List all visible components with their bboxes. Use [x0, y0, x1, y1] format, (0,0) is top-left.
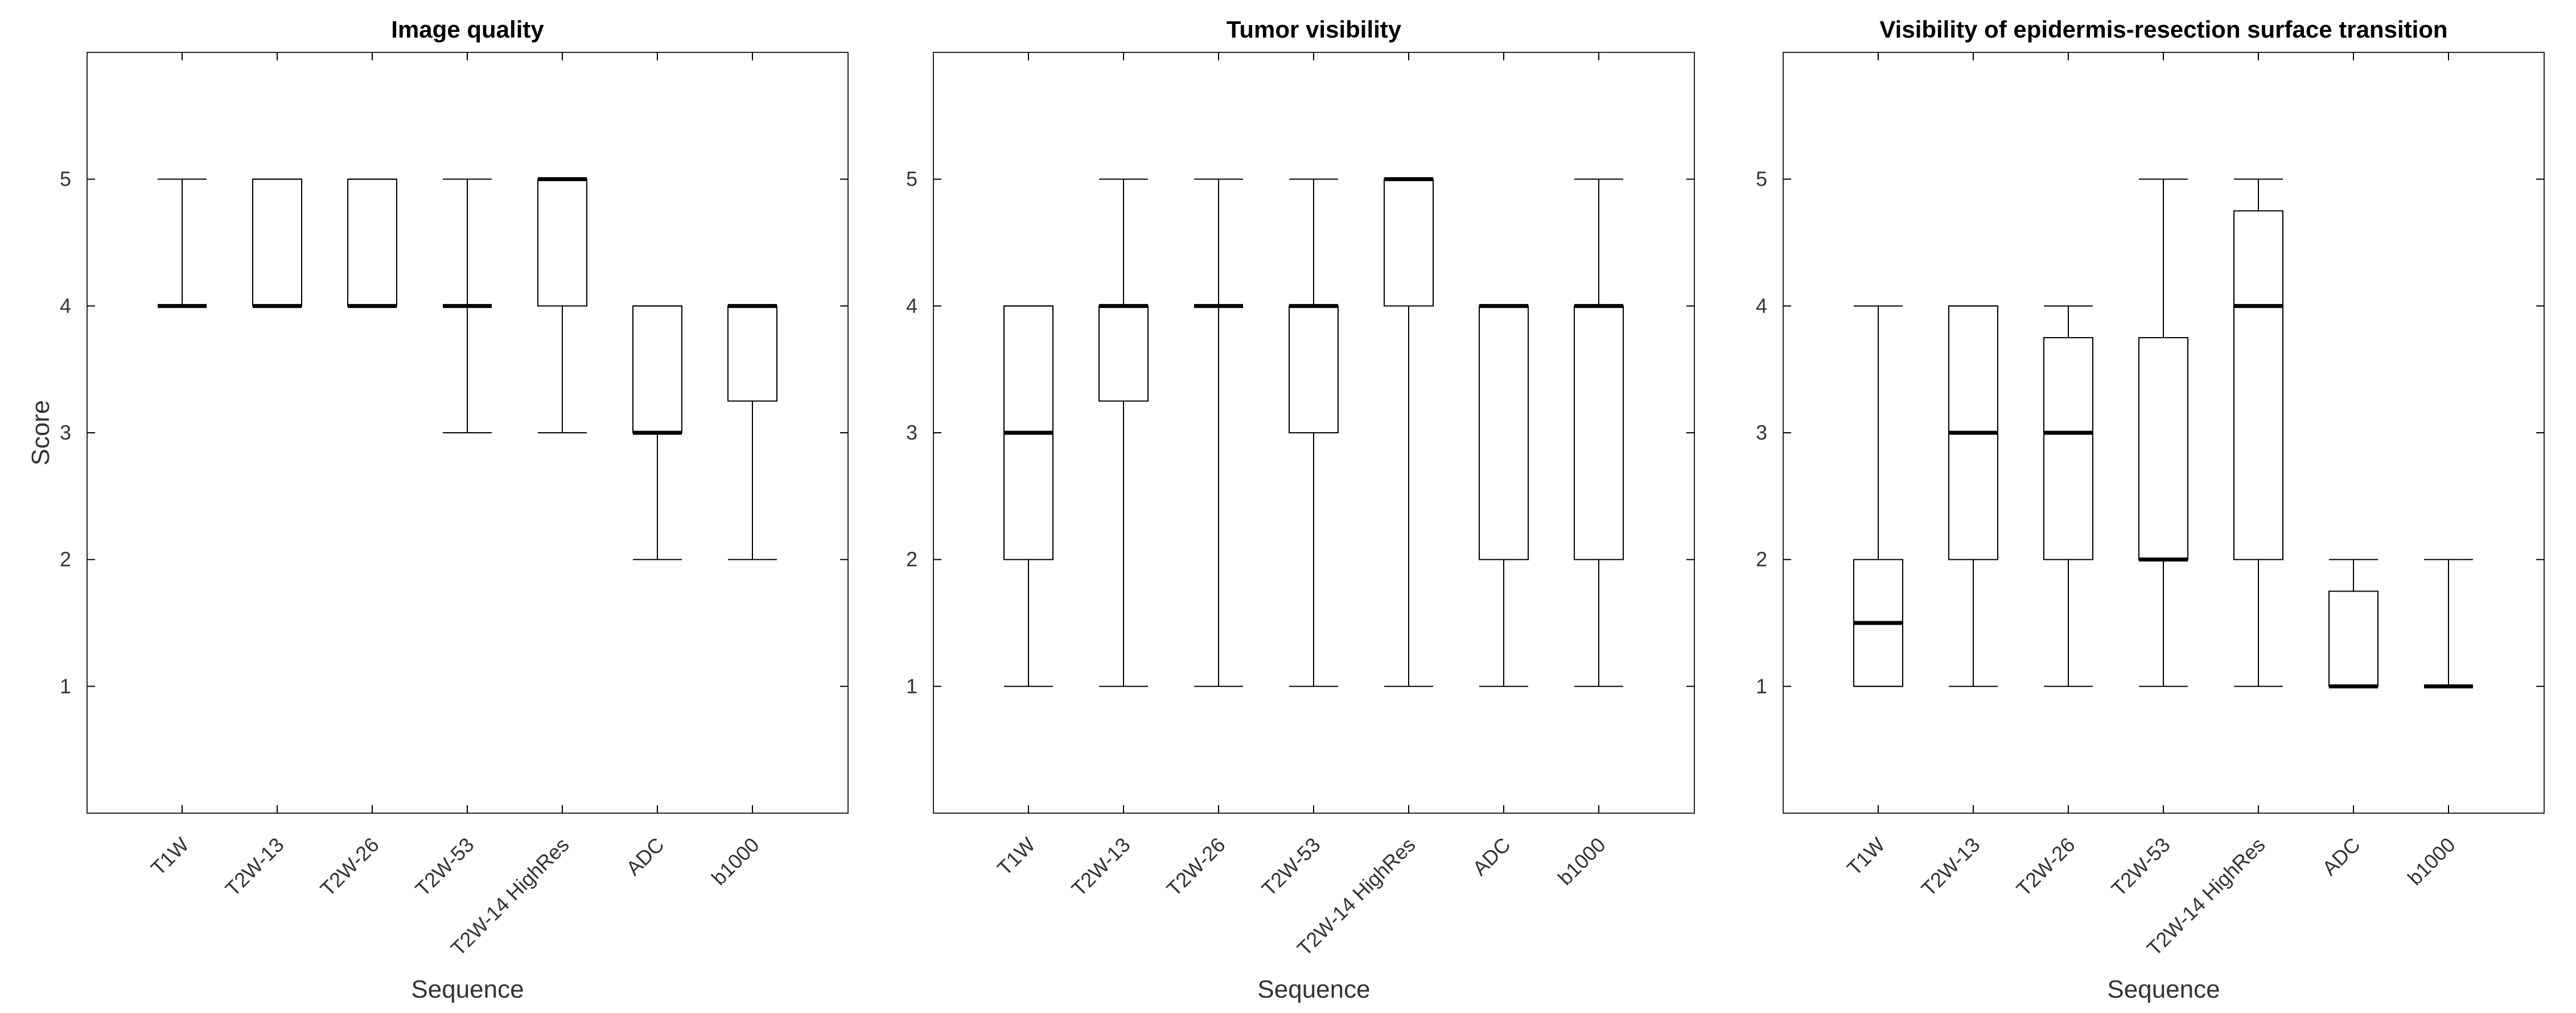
y-tick-label: 4: [1756, 294, 1767, 317]
panel-title: Visibility of epidermis-resection surfac…: [1879, 16, 2447, 43]
x-axis-label: Sequence: [411, 975, 524, 1003]
y-tick-label: 5: [1756, 167, 1767, 191]
x-tick-label: T2W-13: [1067, 833, 1135, 901]
x-tick-label: T1W: [993, 833, 1040, 880]
x-tick-label: T2W-53: [1257, 833, 1325, 901]
interquartile-box: [252, 178, 302, 307]
interquartile-box: [1098, 305, 1149, 402]
interquartile-box: [2233, 210, 2283, 560]
x-tick-label: T1W: [146, 833, 194, 880]
box-5: [2233, 178, 2283, 687]
box-1: [158, 178, 207, 308]
x-tick-label: b1000: [707, 833, 764, 890]
box-4: [2138, 178, 2188, 687]
y-tick-label: 1: [1756, 674, 1767, 698]
box-3: [347, 178, 397, 308]
y-tick-label: 1: [60, 674, 71, 698]
box-7: [2424, 559, 2473, 688]
axes-frame: [1783, 52, 2545, 814]
y-tick-label: 2: [1756, 548, 1767, 571]
box-4: [443, 178, 492, 433]
boxplot-panel-1: Image quality 1 2 3 4 5 Score Sequence T1W T2W-13…: [27, 16, 849, 1003]
x-axis-label: Sequence: [1257, 975, 1370, 1003]
box-2: [252, 178, 302, 308]
box-7: [727, 304, 777, 560]
x-tick-label: ADC: [622, 833, 669, 880]
box-4: [1289, 178, 1339, 687]
x-axis-label: Sequence: [2107, 975, 2220, 1003]
y-tick-label: 3: [60, 421, 71, 444]
box-6: [1479, 304, 1529, 687]
y-tick-label: 5: [60, 167, 71, 191]
y-axis-label: Score: [27, 400, 55, 466]
x-tick-label: b1000: [2403, 833, 2460, 890]
interquartile-box: [1289, 305, 1339, 433]
x-tick-label: b1000: [1553, 833, 1610, 890]
y-tick-label: 1: [906, 674, 917, 698]
panel-title: Tumor visibility: [1227, 16, 1402, 43]
box-7: [1574, 178, 1624, 687]
y-tick-label: 3: [906, 421, 917, 444]
box-3: [1194, 178, 1243, 687]
y-tick-label: 4: [906, 294, 917, 317]
interquartile-box: [1479, 305, 1529, 560]
interquartile-box: [2328, 590, 2379, 687]
box-2: [1098, 178, 1149, 687]
box-3: [2043, 305, 2093, 687]
x-tick-label: ADC: [1468, 833, 1515, 880]
box-5: [537, 177, 587, 433]
interquartile-box: [2043, 337, 2093, 560]
y-tick-label: 5: [906, 167, 917, 191]
boxplot-panel-3: Visibility of epidermis-resection surfac…: [1756, 16, 2545, 1003]
x-tick-label: T2W-53: [2107, 833, 2175, 901]
x-tick-label: T2W-13: [221, 833, 289, 901]
y-tick-label: 2: [60, 548, 71, 571]
interquartile-box: [1574, 305, 1624, 560]
y-tick-label: 3: [1756, 421, 1767, 444]
x-tick-label: T1W: [1842, 833, 1890, 880]
boxplot-panel-2: Tumor visibility 1 2 3 4 5 Sequence T1W T2W-13 T2…: [906, 16, 1695, 1003]
interquartile-box: [727, 305, 777, 402]
x-tick-label: T2W-26: [1162, 833, 1230, 901]
x-tick-label: T2W-26: [316, 833, 384, 901]
interquartile-box: [2138, 337, 2188, 560]
interquartile-box: [347, 178, 397, 307]
box-6: [632, 305, 682, 560]
box-5: [1384, 177, 1434, 687]
x-tick-label: T2W-13: [1917, 833, 1985, 901]
y-tick-label: 2: [906, 548, 917, 571]
box-1: [1003, 305, 1054, 687]
panel-title: Image quality: [391, 16, 544, 43]
interquartile-box: [632, 305, 682, 433]
x-tick-label: ADC: [2318, 833, 2365, 880]
x-tick-label: T2W-26: [2012, 833, 2080, 901]
box-6: [2328, 559, 2379, 688]
box-2: [1948, 305, 1998, 687]
interquartile-box: [1384, 178, 1434, 307]
box-1: [1853, 305, 1903, 687]
interquartile-box: [537, 178, 587, 307]
y-tick-label: 4: [60, 294, 71, 317]
x-tick-label: T2W-53: [411, 833, 479, 901]
